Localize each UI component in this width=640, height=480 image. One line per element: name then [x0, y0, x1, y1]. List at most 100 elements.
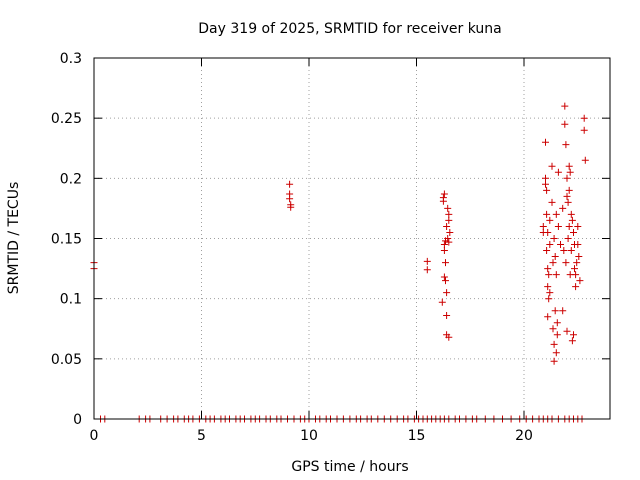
data-point [559, 204, 567, 212]
data-point [564, 235, 572, 242]
data-point [444, 204, 452, 212]
y-tick-label: 0.15 [51, 232, 82, 248]
data-point [563, 174, 571, 182]
data-point [445, 238, 453, 246]
data-point [574, 223, 582, 230]
data-point [554, 168, 562, 176]
data-point [287, 203, 295, 211]
x-tick-label: 15 [408, 428, 426, 444]
data-point [440, 247, 448, 254]
y-tick-label: 0.2 [60, 171, 82, 187]
data-point [539, 223, 547, 230]
y-tick-label: 0.25 [51, 111, 82, 127]
data-point [565, 186, 573, 194]
axis-ticks: 0 0.05 0.1 0.15 0.2 0.25 0.3 0 5 10 15 20 [51, 51, 610, 444]
data-point [580, 114, 588, 122]
data-point [286, 195, 294, 203]
data-point [565, 162, 573, 170]
data-point [571, 265, 578, 273]
x-tick-label: 5 [197, 428, 206, 444]
x-tick-label: 10 [300, 428, 318, 444]
data-point [544, 265, 552, 273]
data-point [553, 319, 561, 327]
data-point [559, 307, 567, 315]
grid-lines [94, 58, 610, 419]
data-point [286, 180, 294, 188]
x-tick-label: 0 [90, 428, 99, 444]
data-point [544, 229, 552, 236]
data-point [568, 337, 576, 345]
data-point [548, 162, 556, 170]
data-point [562, 259, 570, 267]
data-point [445, 333, 453, 341]
data-point [446, 229, 454, 236]
data-point [443, 223, 451, 230]
data-point [423, 266, 431, 274]
data-point [542, 138, 549, 146]
data-point [580, 126, 588, 134]
data-point [567, 247, 575, 254]
data-point [565, 223, 573, 230]
data-point [568, 216, 576, 224]
data-point [548, 198, 556, 206]
data-point [566, 168, 574, 176]
data-point [561, 102, 569, 110]
data-point [575, 253, 583, 260]
data-point [551, 307, 559, 315]
data-point [550, 340, 558, 348]
data-point [562, 141, 570, 149]
data-point [543, 247, 551, 254]
data-point [444, 235, 452, 242]
data-point [553, 331, 561, 339]
data-point [573, 259, 581, 267]
data-point [544, 283, 552, 291]
data-point [543, 186, 551, 194]
data-point [572, 283, 580, 291]
data-point [442, 277, 449, 285]
data-point [564, 198, 572, 206]
data-point [423, 257, 431, 265]
data-point [572, 271, 580, 279]
x-tick-label: 20 [515, 428, 533, 444]
data-point [549, 259, 557, 267]
data-point [552, 271, 560, 279]
data-point [561, 120, 569, 128]
y-tick-label: 0.05 [51, 352, 82, 368]
data-point [551, 253, 559, 260]
data-point [567, 210, 575, 218]
data-point [442, 259, 449, 267]
data-point [545, 271, 553, 279]
data-point [443, 312, 451, 319]
data-point [546, 289, 554, 297]
data-point [570, 331, 577, 339]
data-point [439, 197, 447, 205]
data-point [549, 325, 557, 333]
data-point [557, 241, 564, 248]
data-point [542, 180, 549, 188]
data-point [570, 229, 577, 236]
data-point [546, 241, 554, 248]
data-point [581, 156, 589, 164]
data-point [543, 210, 551, 218]
data-point [563, 327, 571, 335]
x-axis-label: GPS time / hours [291, 459, 408, 475]
chart-title: Day 319 of 2025, SRMTID for receiver kun… [198, 21, 501, 37]
data-point [544, 313, 552, 321]
data-point [554, 223, 562, 230]
data-point [440, 190, 448, 198]
data-point [546, 216, 554, 224]
data-points [90, 102, 589, 423]
data-point [576, 277, 584, 285]
data-point [545, 295, 553, 303]
data-point [552, 349, 560, 357]
y-tick-label: 0.1 [60, 292, 82, 308]
y-axis-label: SRMTID / TECUs [6, 182, 22, 295]
data-point [552, 210, 560, 218]
data-point [440, 273, 448, 281]
data-point [550, 235, 558, 242]
y-tick-label: 0.3 [60, 51, 82, 67]
data-point [440, 241, 448, 248]
y-tick-label: 0 [73, 412, 82, 428]
